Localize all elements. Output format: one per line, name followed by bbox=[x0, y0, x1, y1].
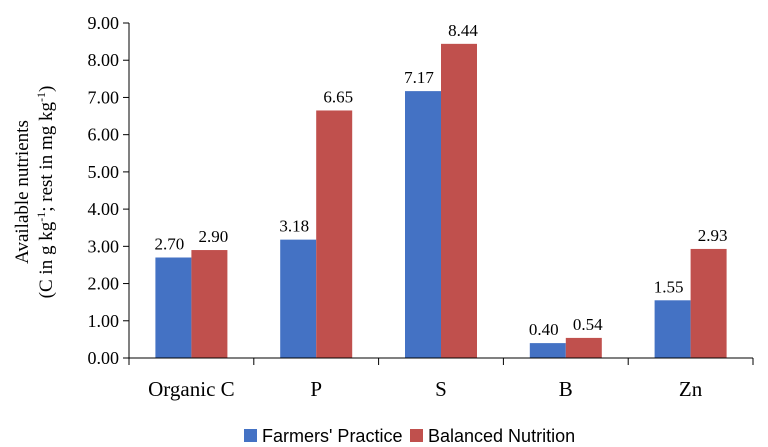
data-label: 6.65 bbox=[323, 87, 353, 106]
y-axis-ticks: 0.00 1.00 2.00 3.00 4.00 5.00 6.00 7.00 8.00 9.00 bbox=[88, 13, 129, 368]
x-tick-label: B bbox=[559, 377, 573, 401]
bar bbox=[565, 337, 602, 358]
legend-label: Farmers' Practice bbox=[262, 426, 402, 446]
legend-swatch bbox=[410, 429, 423, 442]
legend: Farmers' Practice Balanced Nutrition bbox=[244, 426, 575, 446]
y-tick-label: 8.00 bbox=[88, 50, 120, 70]
y-axis-label: Available nutrients (C in g kg-1; rest i… bbox=[12, 86, 57, 299]
data-label: 2.70 bbox=[155, 235, 185, 254]
y-axis-label-sup2: -1 bbox=[34, 92, 48, 102]
y-tick-label: 7.00 bbox=[88, 87, 120, 107]
y-tick-label: 3.00 bbox=[88, 236, 120, 256]
y-axis-label-part1: (C in g kg bbox=[36, 221, 57, 298]
data-label: 8.44 bbox=[448, 21, 478, 40]
x-axis-ticks: Organic C P S B Zn bbox=[128, 358, 754, 401]
y-axis-label-sup1: -1 bbox=[34, 212, 48, 222]
data-label: 7.17 bbox=[404, 68, 434, 87]
bar bbox=[280, 239, 317, 358]
y-tick-label: 4.00 bbox=[88, 199, 120, 219]
bar bbox=[441, 43, 477, 358]
bar bbox=[654, 300, 691, 358]
bars bbox=[155, 43, 727, 358]
bar bbox=[316, 110, 353, 358]
data-label: 0.54 bbox=[573, 315, 603, 334]
axes bbox=[128, 23, 753, 359]
bar bbox=[529, 343, 566, 358]
data-label: 1.55 bbox=[654, 277, 684, 296]
y-tick-label: 6.00 bbox=[88, 125, 120, 145]
x-tick-label: P bbox=[310, 377, 322, 401]
y-tick-label: 0.00 bbox=[88, 348, 120, 368]
data-label: 3.18 bbox=[279, 217, 309, 236]
x-tick-label: S bbox=[435, 377, 447, 401]
data-label: 2.90 bbox=[199, 227, 229, 246]
y-axis-label-part2: ; rest in mg kg bbox=[36, 102, 57, 212]
data-label: 0.40 bbox=[529, 320, 559, 339]
legend-label: Balanced Nutrition bbox=[428, 426, 575, 446]
y-axis-label-line1: Available nutrients bbox=[12, 120, 33, 264]
y-axis-label-part3: ) bbox=[36, 86, 57, 92]
legend-swatch bbox=[244, 429, 257, 442]
bar bbox=[690, 248, 727, 358]
y-tick-label: 2.00 bbox=[88, 274, 120, 294]
x-tick-label: Zn bbox=[679, 377, 703, 401]
data-label: 2.93 bbox=[698, 226, 728, 245]
y-axis-label-line2: (C in g kg-1; rest in mg kg-1) bbox=[34, 86, 57, 299]
bar bbox=[155, 257, 192, 358]
bar bbox=[191, 250, 228, 358]
y-tick-label: 1.00 bbox=[88, 311, 120, 331]
y-tick-label: 9.00 bbox=[88, 13, 120, 33]
y-tick-label: 5.00 bbox=[88, 162, 120, 182]
value-labels: 2.70 2.90 3.18 6.65 7.17 8.44 0.40 0.54 1.55 2.93 bbox=[155, 21, 728, 339]
bar bbox=[405, 91, 441, 358]
x-tick-label: Organic C bbox=[148, 377, 235, 401]
